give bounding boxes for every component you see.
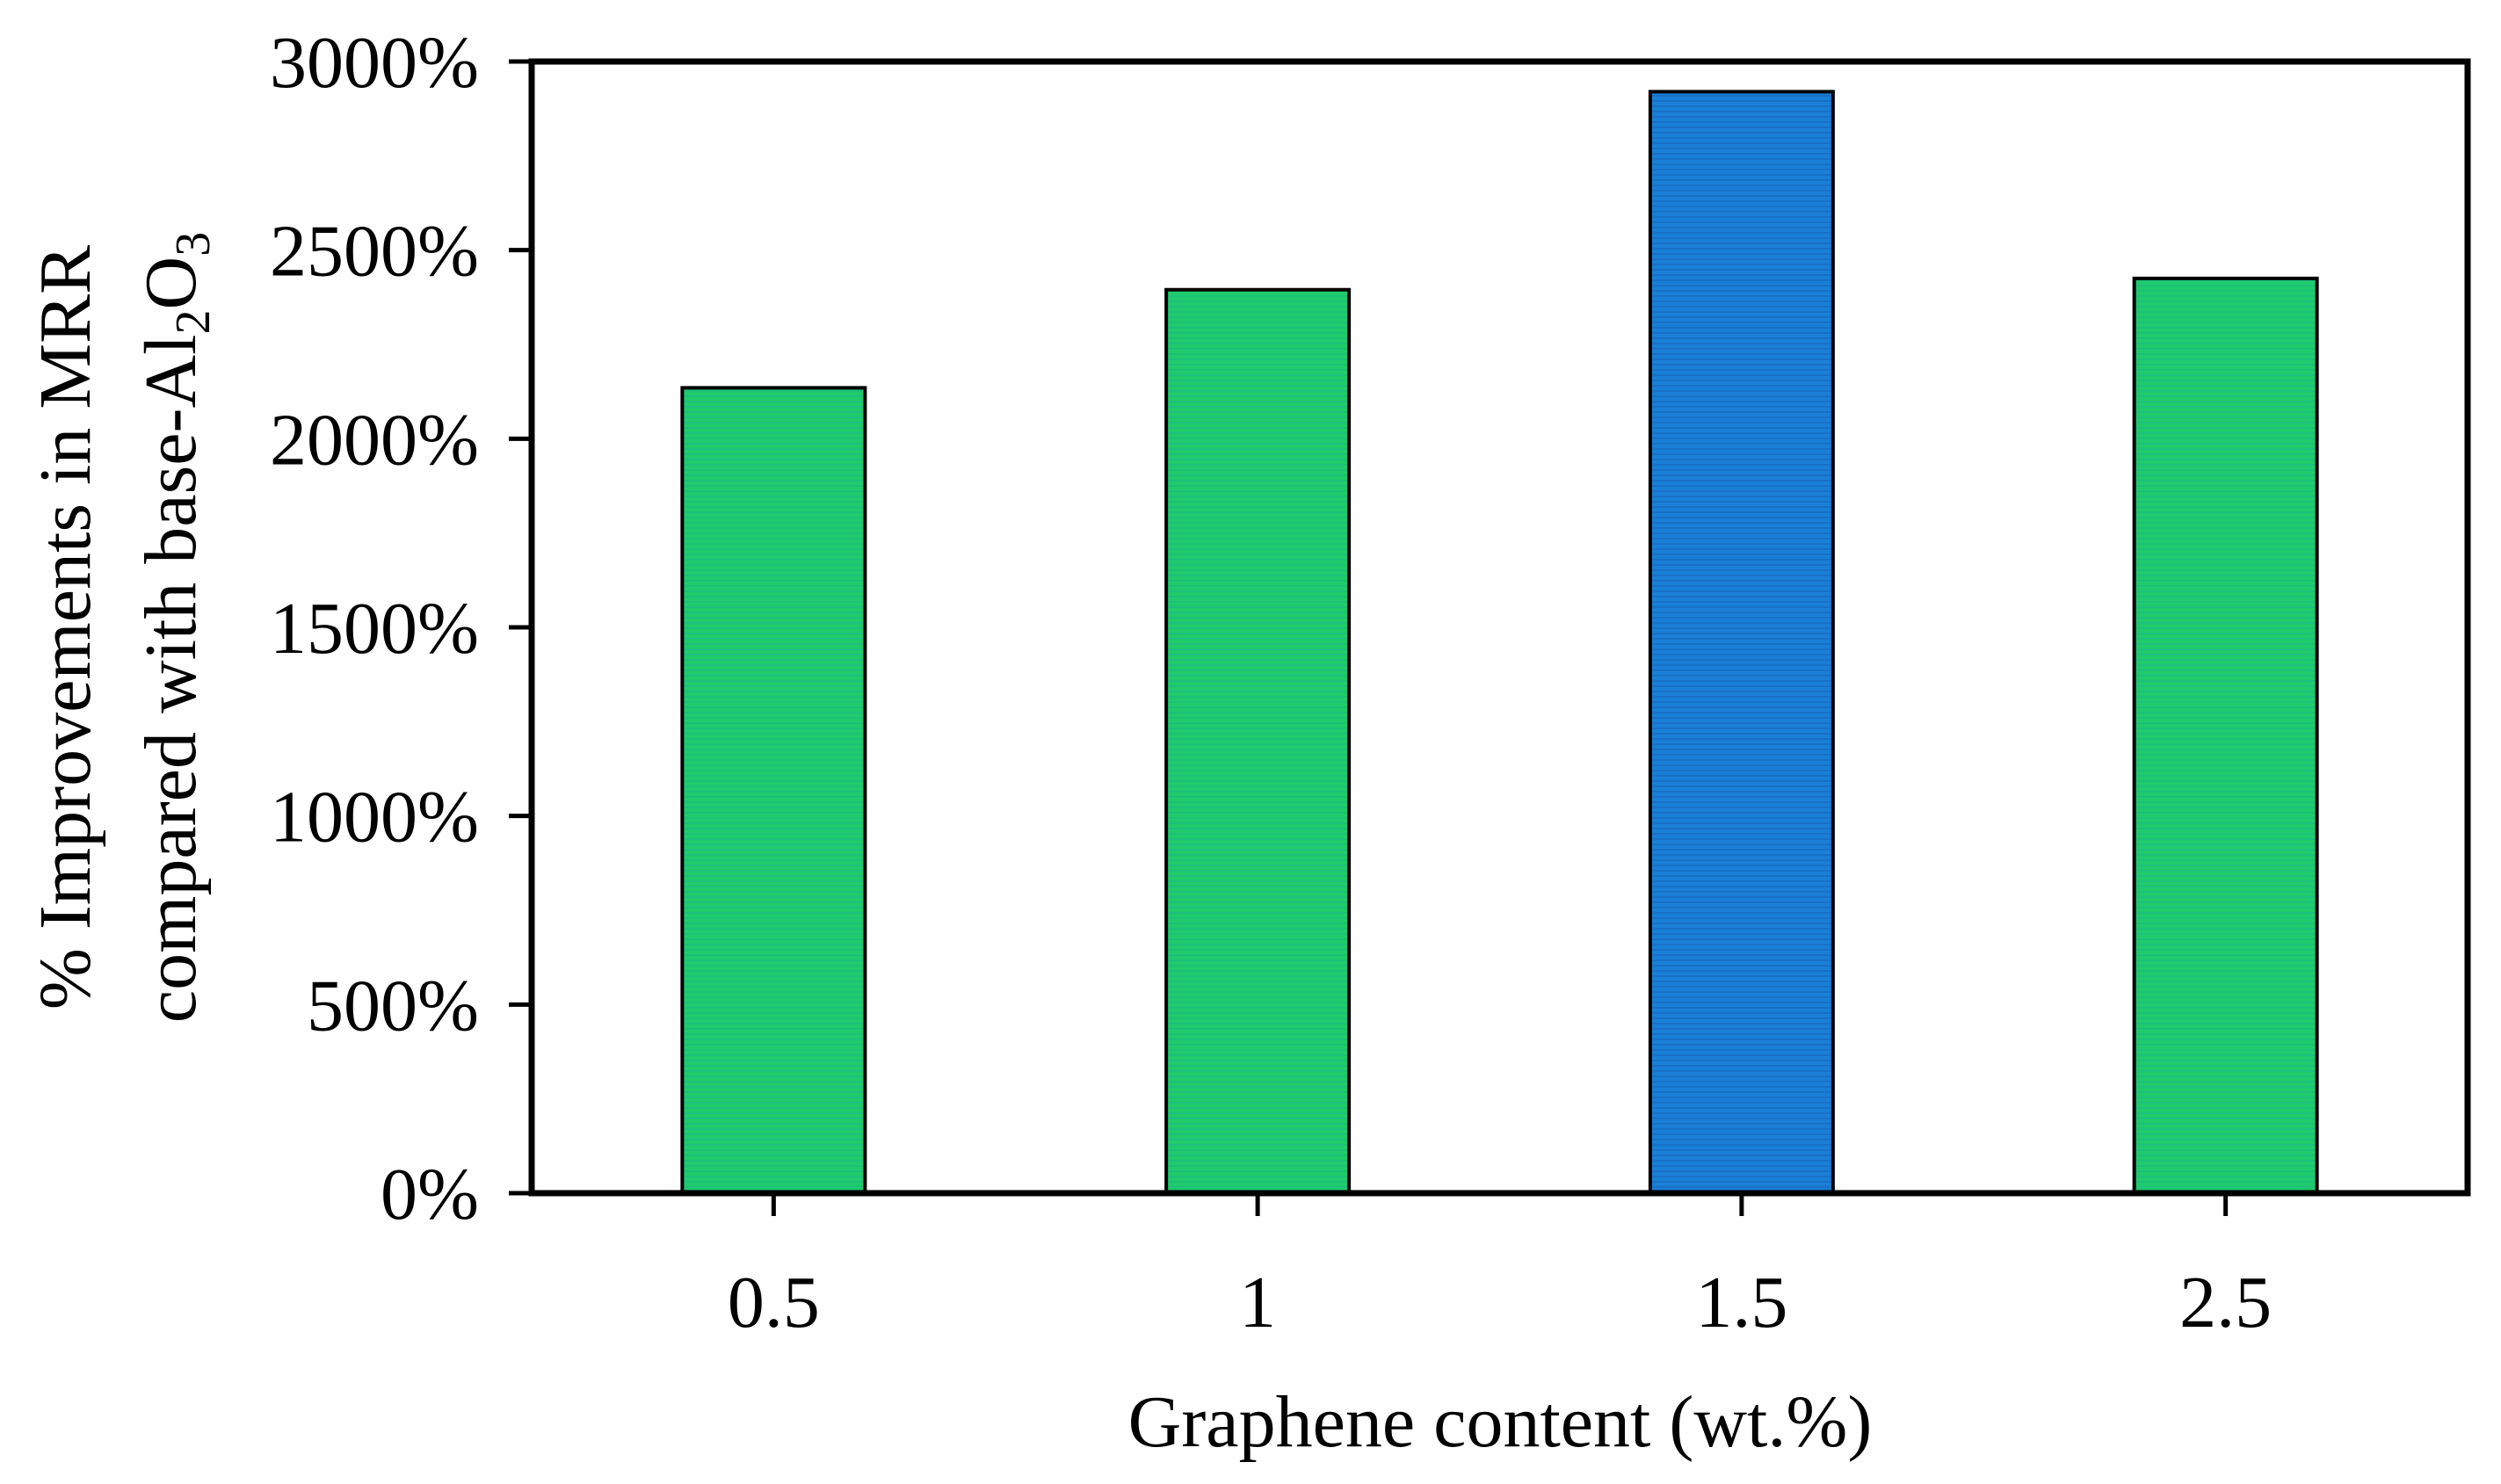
y-axis-title-prefix: compared with base-Al — [130, 334, 212, 1023]
x-tick-label: 2.5 — [2179, 1262, 2272, 1343]
y-tick-label: 2500% — [270, 211, 479, 293]
x-tick-label: 0.5 — [728, 1262, 820, 1343]
y-axis-title-line-2: compared with base-Al2O3 — [130, 232, 221, 1023]
y-axis-ticks: 0% 500% 1000% 1500% 2000% 2500% 3000% — [270, 22, 532, 1235]
x-tick-label: 1.5 — [1695, 1262, 1787, 1343]
y-axis-title-subscript-2: 2 — [166, 309, 221, 334]
bar-1 — [1164, 287, 1352, 1195]
y-axis-title: % Improvements in MRR compared with base… — [25, 232, 221, 1023]
y-tick-label: 0% — [381, 1154, 479, 1235]
y-axis-title-line-1: % Improvements in MRR — [25, 245, 106, 1010]
bar-0.5 — [680, 386, 867, 1195]
bar-1.5 — [1648, 90, 1835, 1195]
y-tick-label: 1500% — [270, 588, 479, 670]
x-axis-ticks: 0.5 1 1.5 2.5 — [728, 1193, 2272, 1343]
y-axis-title-subscript-3: 3 — [166, 232, 221, 257]
y-tick-label: 2000% — [270, 399, 479, 481]
y-tick-label: 3000% — [270, 22, 479, 104]
x-tick-label: 1 — [1239, 1262, 1276, 1343]
y-tick-label: 500% — [307, 965, 479, 1046]
y-tick-label: 1000% — [270, 777, 479, 858]
x-axis-title: Graphene content (wt.%) — [1128, 1381, 1873, 1463]
bars-group — [680, 90, 2319, 1195]
bar-2.5 — [2132, 276, 2319, 1195]
y-axis-title-oxygen: O — [130, 257, 212, 310]
